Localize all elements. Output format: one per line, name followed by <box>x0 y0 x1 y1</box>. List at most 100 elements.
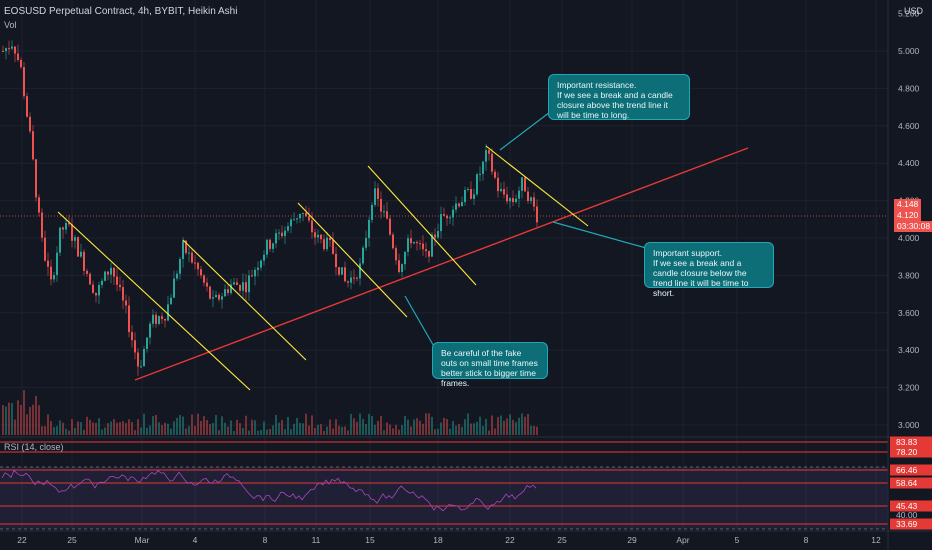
volume-bar <box>38 405 40 435</box>
volume-bar <box>524 416 526 435</box>
volume-bar <box>278 422 280 435</box>
support-note[interactable]: Important support. If we see a break and… <box>644 242 774 298</box>
candle-body <box>245 282 247 293</box>
volume-bar <box>197 413 199 435</box>
volume-bar <box>164 422 166 435</box>
candle-body <box>383 211 385 213</box>
candle-body <box>20 60 22 68</box>
volume-bar <box>470 423 472 435</box>
rsi-tick-bg <box>890 477 932 489</box>
rsi-tick: 40.00 <box>896 510 918 520</box>
candle-body <box>335 253 337 268</box>
currency-label[interactable]: USD <box>904 6 924 16</box>
volume-bar <box>236 419 238 435</box>
candle-body <box>530 197 532 202</box>
volume-label: Vol <box>4 20 17 30</box>
candle-body <box>509 198 511 202</box>
price-tag-countdown: 03:30:08 <box>894 221 932 232</box>
volume-bar <box>431 416 433 435</box>
volume-bar <box>242 427 244 435</box>
candle-body <box>224 289 226 297</box>
volume-bar <box>461 426 463 435</box>
pointer <box>499 111 551 151</box>
volume-bar <box>215 415 217 435</box>
resistance-line <box>485 145 589 227</box>
candle-body <box>365 237 367 248</box>
volume-bar <box>167 423 169 435</box>
volume-bar <box>62 422 64 435</box>
volume-bar <box>56 426 58 435</box>
candle-body <box>95 292 97 296</box>
rsi-tick-bg <box>890 436 932 448</box>
volume-bar <box>311 415 313 435</box>
fakeouts-note[interactable]: Be careful of the fake outs on small tim… <box>432 342 548 388</box>
resistance-line <box>297 202 408 318</box>
volume-bar <box>125 423 127 435</box>
candle-body <box>86 270 88 274</box>
candle-body <box>128 305 130 333</box>
candle-body <box>230 284 232 294</box>
candle-body <box>515 198 517 203</box>
volume-bar <box>512 419 514 435</box>
resistance-note[interactable]: Important resistance. If we see a break … <box>548 74 690 120</box>
candle-body <box>461 202 463 207</box>
candle-body <box>56 252 58 276</box>
volume-bar <box>110 421 112 435</box>
candle-body <box>137 352 139 367</box>
volume-bar <box>77 421 79 435</box>
volume-bar <box>17 400 19 435</box>
volume-bar <box>476 421 478 435</box>
candle-body <box>152 314 154 324</box>
volume-bar <box>68 430 70 435</box>
candle-body <box>251 275 253 277</box>
candle-body <box>494 171 496 178</box>
rsi-band <box>0 467 888 529</box>
volume-bar <box>248 430 250 435</box>
candle-body <box>170 297 172 305</box>
volume-bar <box>131 421 133 435</box>
candle-body <box>263 254 265 261</box>
volume-bar <box>527 413 529 435</box>
candle-body <box>290 219 292 227</box>
candle-body <box>266 239 268 255</box>
candle-body <box>308 216 310 221</box>
candle-body <box>8 48 10 50</box>
candle-body <box>203 275 205 283</box>
volume-bar <box>392 428 394 435</box>
candle-body <box>197 262 199 270</box>
volume-bar <box>107 423 109 435</box>
candle-body <box>68 223 70 225</box>
volume-bar <box>383 430 385 435</box>
candle-body <box>107 271 109 275</box>
volume-bar <box>170 428 172 435</box>
candle-body <box>323 239 325 250</box>
volume-bar <box>149 425 151 435</box>
volume-bar <box>458 423 460 435</box>
candle-body <box>53 275 55 280</box>
volume-bar <box>308 425 310 435</box>
support-trend-line <box>134 147 749 381</box>
candle-body <box>71 224 73 241</box>
volume-bar <box>320 424 322 435</box>
volume-bar <box>287 416 289 435</box>
candle-body <box>413 241 415 244</box>
candle-body <box>179 259 181 274</box>
volume-bar <box>95 422 97 435</box>
candle-body <box>500 189 502 192</box>
volume-bar <box>221 416 223 435</box>
volume-bar <box>5 406 7 435</box>
candle-body <box>92 284 94 293</box>
volume-bar <box>89 419 91 435</box>
volume-bar <box>533 425 535 435</box>
candle-body <box>503 189 505 195</box>
candle-body <box>62 227 64 230</box>
volume-bar <box>32 404 34 435</box>
candle-body <box>23 67 25 97</box>
rsi-tick: 33.69 <box>896 519 918 529</box>
candle-body <box>293 219 295 221</box>
volume-bar <box>374 424 376 435</box>
volume-bar <box>92 422 94 435</box>
candle-body <box>134 340 136 353</box>
candle-body <box>392 234 394 249</box>
